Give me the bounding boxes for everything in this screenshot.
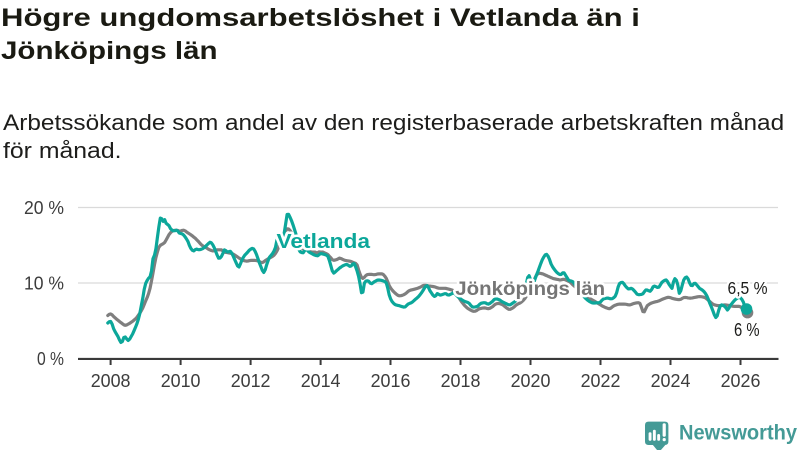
- svg-text:2008: 2008: [91, 371, 131, 391]
- svg-text:2014: 2014: [301, 371, 341, 391]
- svg-text:6 %: 6 %: [734, 320, 760, 340]
- svg-text:2016: 2016: [371, 371, 411, 391]
- svg-text:Vetlanda: Vetlanda: [277, 230, 371, 253]
- svg-text:2018: 2018: [441, 371, 481, 391]
- svg-text:2020: 2020: [511, 371, 551, 391]
- svg-text:2012: 2012: [231, 371, 271, 391]
- svg-text:Newsworthy: Newsworthy: [679, 421, 797, 445]
- svg-text:Jönköpings län: Jönköpings län: [455, 278, 605, 300]
- svg-text:6,5 %: 6,5 %: [728, 278, 768, 298]
- svg-text:2010: 2010: [161, 371, 201, 391]
- svg-text:20 %: 20 %: [24, 198, 64, 218]
- svg-text:2022: 2022: [581, 371, 621, 391]
- svg-text:0 %: 0 %: [37, 349, 64, 369]
- svg-text:2024: 2024: [651, 371, 691, 391]
- svg-text:2026: 2026: [721, 371, 761, 391]
- svg-text:10 %: 10 %: [24, 274, 64, 294]
